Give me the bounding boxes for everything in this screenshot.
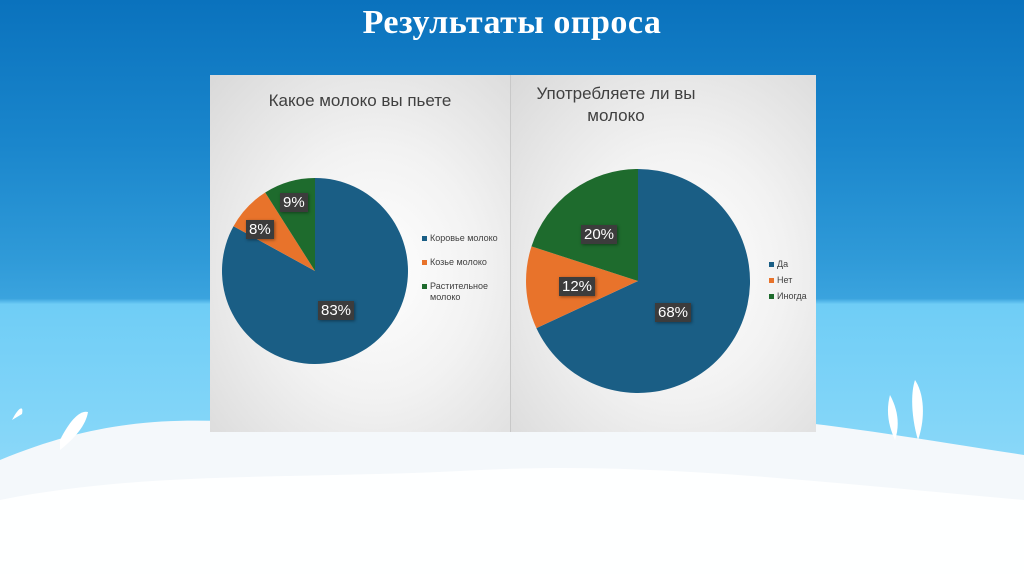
swatch-icon — [769, 262, 774, 267]
pie-chart — [221, 178, 408, 364]
chart-milk-consumption: Употребляете ли вы молоко 20% 12% 68% Да … — [510, 75, 816, 432]
chart-milk-type: Какое молоко вы пьете 9% 8% 83% Коровье … — [210, 75, 510, 432]
swatch-icon — [422, 284, 427, 289]
slice-goat-milk[interactable] — [233, 192, 316, 272]
chart-title: Употребляете ли вы молоко — [536, 84, 696, 125]
swatch-icon — [422, 260, 427, 265]
data-label: 12% — [559, 277, 596, 296]
data-label: 68% — [655, 303, 692, 322]
data-label: 83% — [318, 301, 355, 320]
legend-item: Козье молоко — [422, 257, 498, 268]
swatch-icon — [769, 278, 774, 283]
legend-item: Коровье молоко — [422, 233, 498, 244]
legend: Коровье молоко Козье молоко Растительное… — [422, 233, 498, 303]
swatch-icon — [422, 236, 427, 241]
legend-item: Иногда — [769, 291, 807, 302]
legend-item: Нет — [769, 275, 807, 286]
data-label: 9% — [280, 193, 308, 212]
slice-yes[interactable] — [536, 169, 751, 393]
legend-item: Да — [769, 259, 807, 270]
data-label: 20% — [581, 225, 618, 244]
legend: Да Нет Иногда — [769, 259, 807, 302]
charts-container: Какое молоко вы пьете 9% 8% 83% Коровье … — [210, 75, 816, 432]
chart-title: Какое молоко вы пьете — [268, 91, 452, 110]
legend-item: Растительное молоко — [422, 281, 498, 303]
swatch-icon — [769, 294, 774, 299]
slide-title: Результаты опроса — [362, 4, 662, 41]
data-label: 8% — [246, 220, 274, 239]
slice-cow-milk[interactable] — [221, 178, 408, 364]
